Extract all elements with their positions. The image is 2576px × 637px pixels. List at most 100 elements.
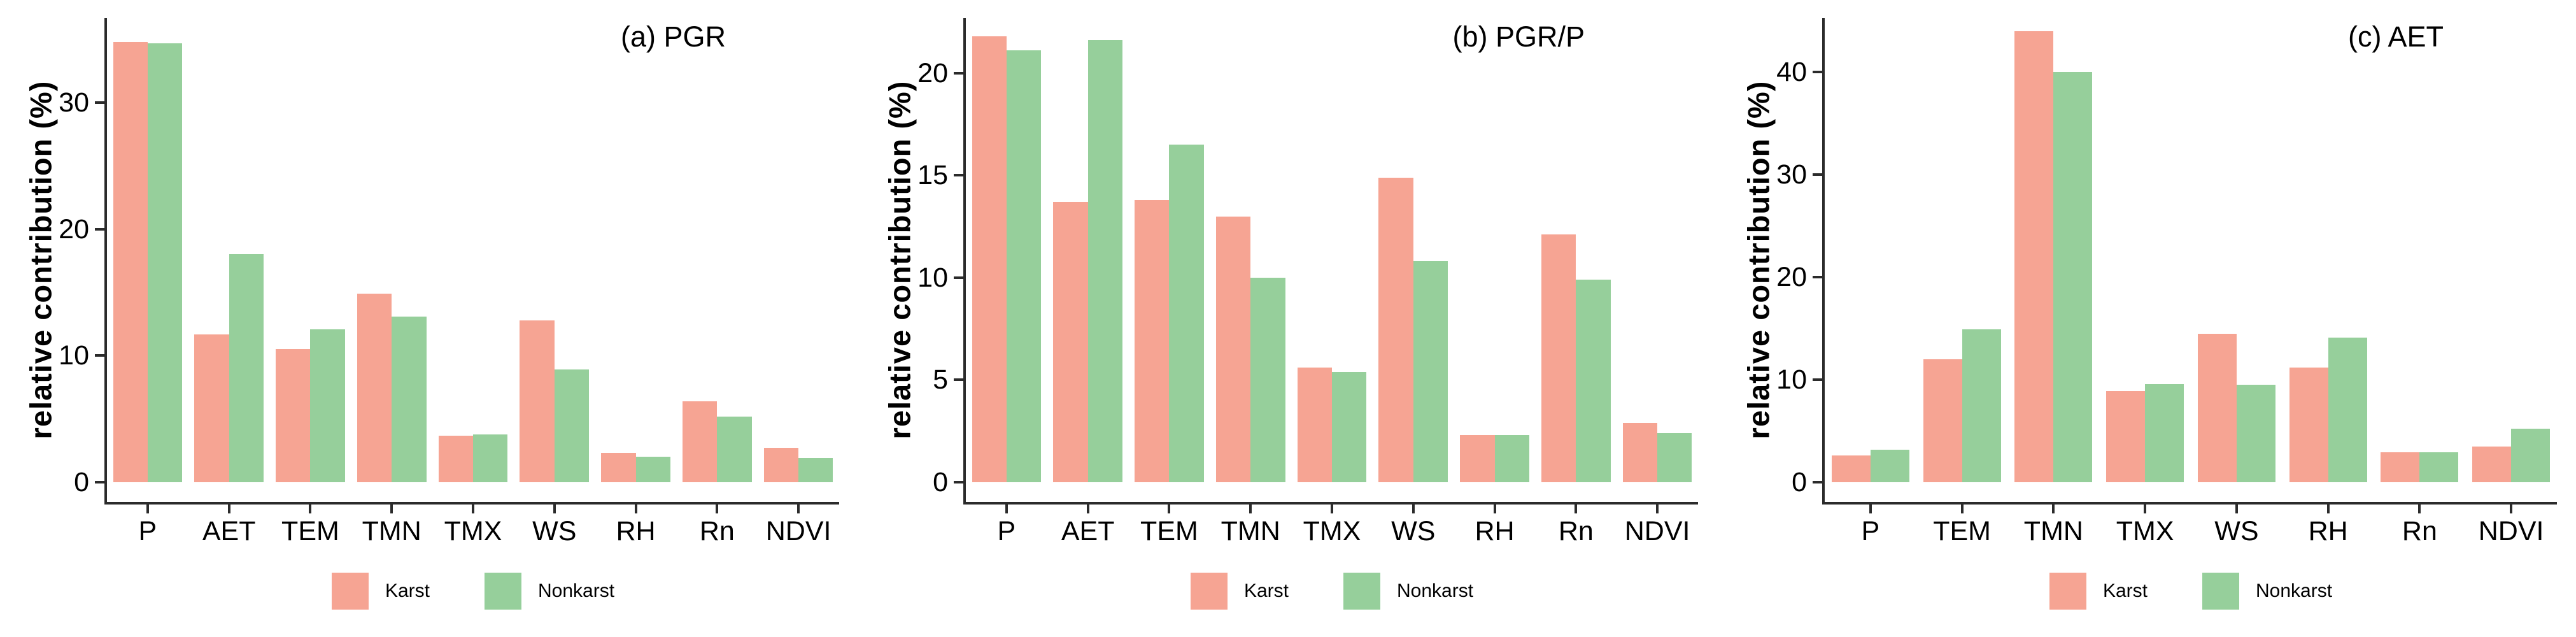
x-tick-mark — [1005, 505, 1008, 513]
y-tick-mark — [954, 276, 963, 279]
y-tick-mark — [954, 378, 963, 382]
x-tick-label-tmx: TMX — [444, 516, 502, 547]
y-tick-mark — [954, 481, 963, 483]
y-tick-mark — [1813, 276, 1822, 279]
bar-nonkarst-rh — [1494, 435, 1529, 482]
x-tick-label-rh: RH — [616, 516, 656, 547]
y-tick-label: 20 — [917, 57, 948, 89]
bar-nonkarst-tmx — [473, 434, 508, 482]
bar-karst-p — [113, 41, 148, 482]
x-tick-label-rn: Rn — [699, 516, 735, 547]
y-tick-mark — [1813, 173, 1822, 176]
x-tick-label-p: P — [1861, 516, 1880, 547]
bar-nonkarst-aet — [229, 254, 264, 482]
x-tick-label-p: P — [997, 516, 1016, 547]
bar-nonkarst-rn — [1576, 280, 1611, 482]
x-tick-mark — [2326, 505, 2330, 513]
plot-area-aet: (c) AET 0 10 20 30 40 P TEM TMN TMX WS RH Rn NDVI — [1776, 18, 2557, 547]
y-tick-label: 10 — [1776, 364, 1807, 396]
panel-title: (b) PGR/P — [1452, 20, 1585, 53]
bar-karst-rh — [2289, 367, 2328, 482]
bar-nonkarst-tmx — [2145, 383, 2184, 482]
x-tick-label-tmn: TMN — [1221, 516, 1280, 547]
bar-karst-tmn — [1215, 216, 1251, 482]
y-tick-mark — [954, 71, 963, 75]
y-axis-title: relative contribution (%) — [24, 80, 58, 440]
bar-nonkarst-rn — [717, 416, 752, 482]
y-tick-mark — [95, 101, 104, 104]
bar-karst-tmn — [2014, 31, 2054, 482]
bar-karst-tem — [1923, 359, 1962, 482]
y-tick-mark — [95, 227, 104, 231]
bar-karst-ws — [1378, 177, 1413, 482]
bar-karst-rn — [683, 401, 718, 482]
y-tick-label: 0 — [74, 467, 89, 497]
bar-nonkarst-tem — [1169, 145, 1204, 482]
x-tick-mark — [2052, 505, 2055, 513]
panel-pgr-p: relative contribution (%) (b) PGR/P 0 5 10… — [859, 0, 1717, 637]
x-tick-label-ndvi: NDVI — [1624, 516, 1690, 547]
bar-nonkarst-p — [1006, 50, 1042, 482]
bar-karst-p — [972, 36, 1007, 482]
legend-swatch-nonkarst — [1343, 573, 1380, 610]
x-tick-label-ndvi: NDVI — [2478, 516, 2544, 547]
bar-nonkarst-ndvi — [1657, 433, 1692, 482]
y-axis-line — [104, 18, 107, 505]
x-tick-mark — [716, 505, 719, 513]
bar-karst-ndvi — [2472, 446, 2512, 482]
bar-nonkarst-ws — [1413, 261, 1448, 482]
y-tick-label: 40 — [1776, 57, 1807, 88]
x-tick-mark — [2235, 505, 2238, 513]
y-tick-label: 0 — [933, 467, 948, 497]
y-tick-mark — [95, 481, 104, 483]
y-tick-mark — [1813, 71, 1822, 74]
x-tick-label-rh: RH — [1475, 516, 1515, 547]
legend-label-nonkarst: Nonkarst — [537, 580, 615, 601]
bar-karst-rh — [1460, 435, 1495, 482]
bar-karst-aet — [1053, 202, 1088, 482]
x-tick-label-tmn: TMN — [362, 516, 421, 547]
x-tick-label-tem: TEM — [281, 516, 339, 547]
x-tick-label-rh: RH — [2308, 516, 2348, 547]
bar-nonkarst-ws — [554, 369, 590, 482]
y-tick-label: 20 — [59, 213, 89, 245]
bar-nonkarst-tmn — [1250, 277, 1285, 482]
x-axis-line — [104, 502, 839, 505]
legend-swatch-karst — [331, 573, 369, 610]
x-tick-label-tem: TEM — [1933, 516, 1992, 547]
x-tick-label-ws: WS — [532, 516, 577, 547]
bar-nonkarst-rh — [635, 457, 670, 482]
x-tick-mark — [1493, 505, 1496, 513]
bar-nonkarst-tmn — [392, 316, 427, 482]
bar-nonkarst-rh — [2328, 338, 2367, 482]
x-tick-mark — [2418, 505, 2421, 513]
plot-area-pgr: (a) PGR 0 10 20 30 P AET TEM TMN TMX WS RH Rn NDVI — [59, 18, 839, 547]
bar-karst-tem — [1135, 199, 1170, 482]
bar-karst-rn — [1541, 234, 1576, 482]
x-tick-mark — [1249, 505, 1252, 513]
x-tick-label-tem: TEM — [1140, 516, 1198, 547]
legend-swatch-nonkarst — [484, 573, 521, 610]
x-tick-mark — [2510, 505, 2513, 513]
bar-nonkarst-ndvi — [798, 458, 833, 482]
x-axis-line — [963, 502, 1698, 505]
x-tick-label-tmn: TMN — [2023, 516, 2083, 547]
y-tick-label: 5 — [933, 364, 948, 396]
plot-area-pgr-p: (b) PGR/P 0 5 10 15 20 P AET TEM TMN TMX WS RH Rn NDV… — [917, 18, 1698, 547]
bar-karst-tmx — [2106, 390, 2146, 482]
y-tick-label: 30 — [59, 87, 89, 118]
legend-swatch-karst — [1190, 573, 1228, 610]
x-tick-mark — [1869, 505, 1872, 513]
bar-karst-ndvi — [763, 448, 799, 482]
bar-nonkarst-tem — [1962, 329, 2001, 482]
y-tick-mark — [95, 354, 104, 357]
x-tick-mark — [1412, 505, 1415, 513]
bar-karst-aet — [194, 334, 229, 482]
y-tick-label: 10 — [59, 340, 89, 371]
legend-label-karst: Karst — [385, 580, 430, 601]
x-tick-label-ndvi: NDVI — [765, 516, 832, 547]
x-tick-mark — [309, 505, 312, 513]
bar-nonkarst-tem — [310, 329, 345, 482]
x-tick-mark — [390, 505, 393, 513]
legend: Karst Nonkarst — [966, 569, 1698, 613]
